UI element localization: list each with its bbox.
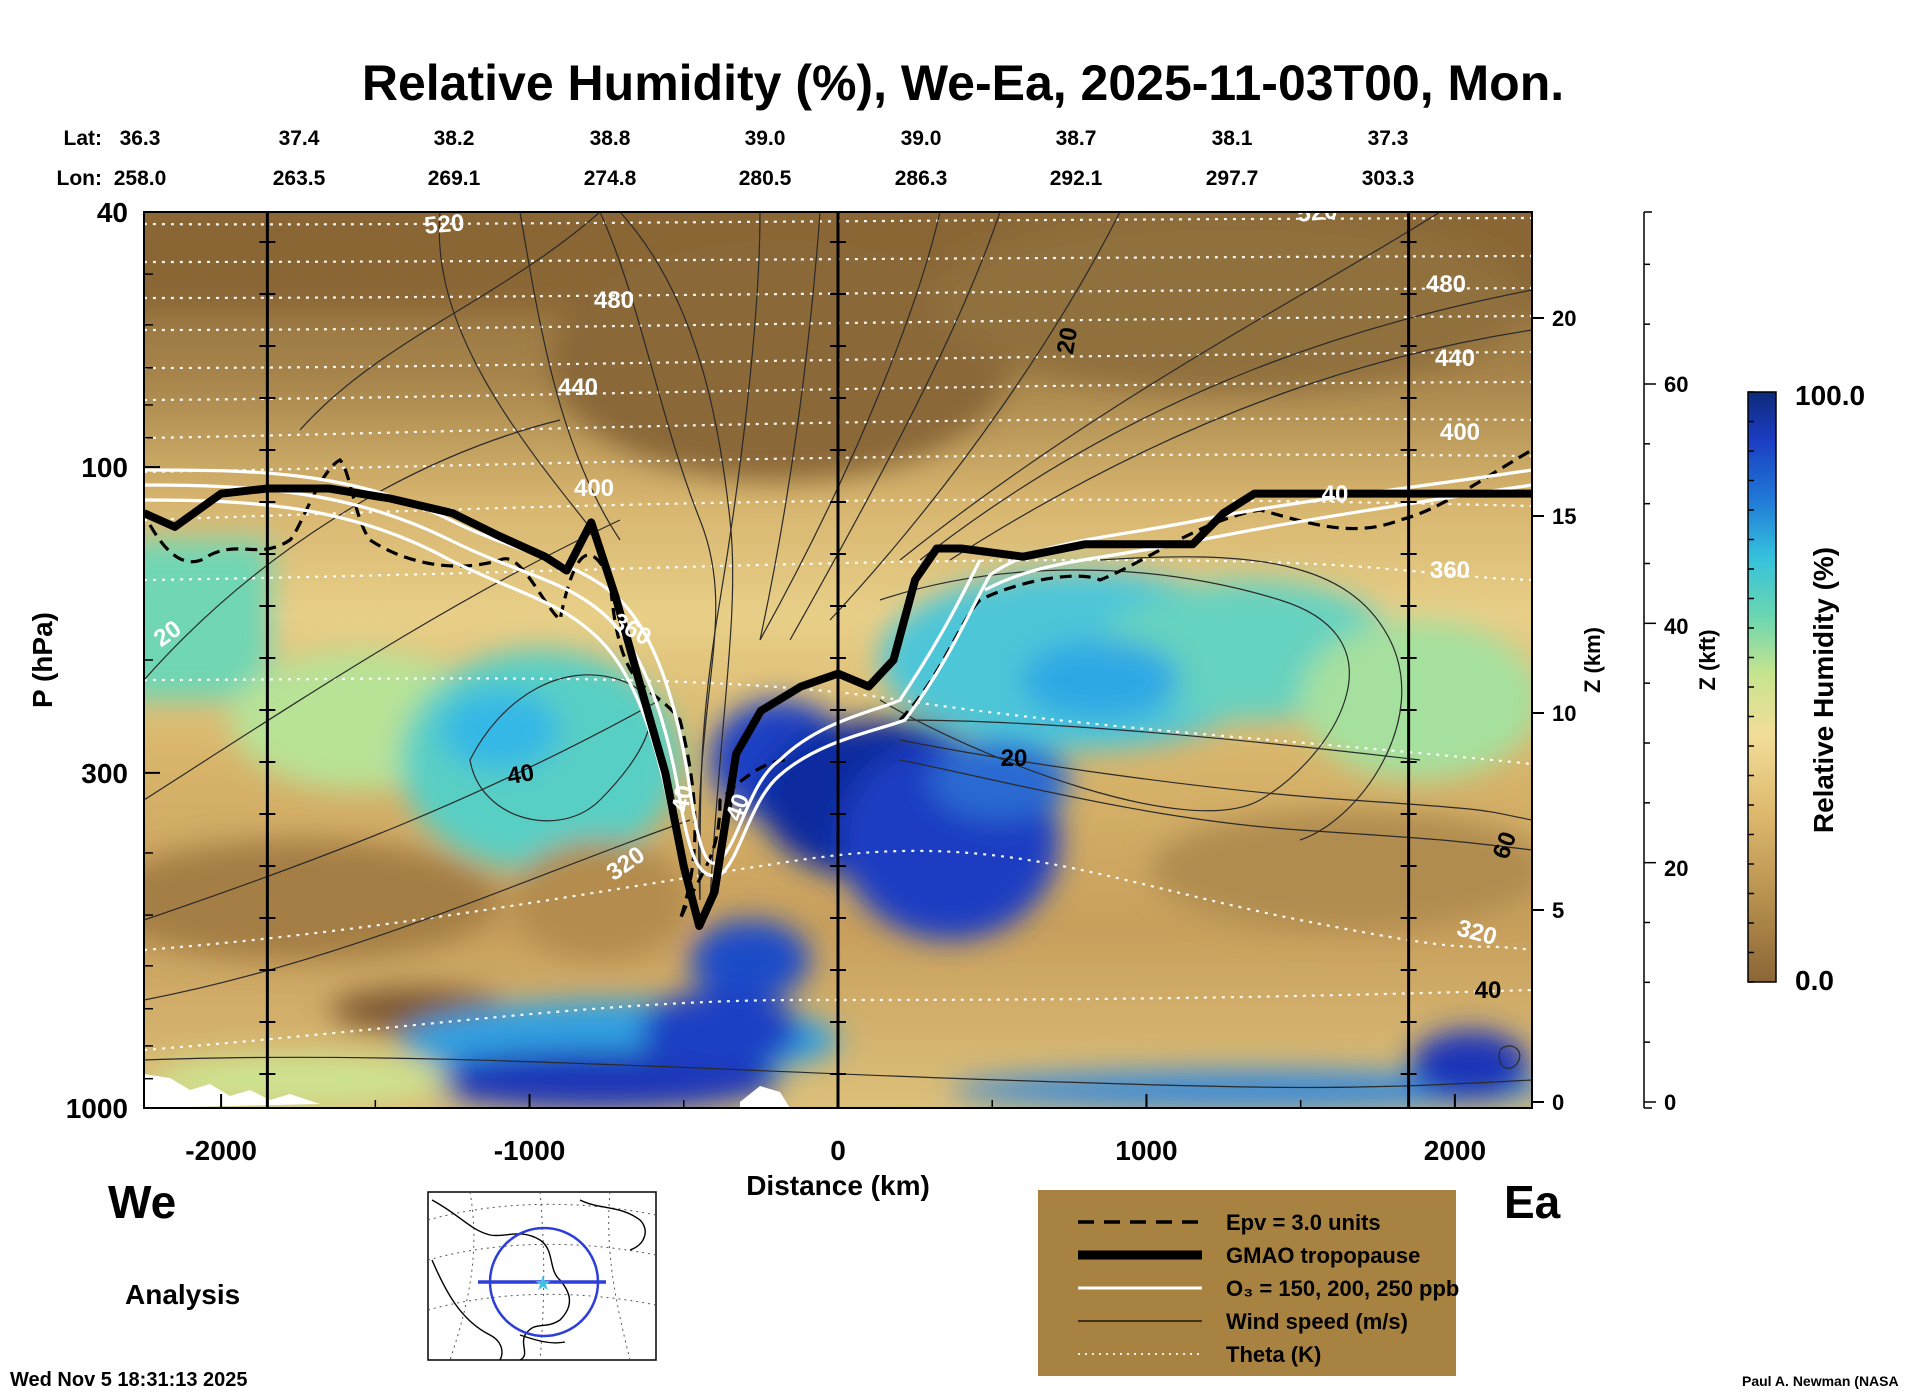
lat-lon-row: 36.3 37.4 38.2 38.8 39.0 39.0 38.7 38.1 37.3 258.… bbox=[114, 127, 1415, 190]
lon-value: 286.3 bbox=[895, 167, 948, 190]
theta-contour-label: 400 bbox=[1440, 419, 1480, 446]
lat-label: Lat: bbox=[64, 127, 103, 150]
z-km-tick-label: 20 bbox=[1552, 306, 1576, 331]
lat-value: 38.1 bbox=[1212, 127, 1253, 150]
y-tick-label: 100 bbox=[81, 452, 128, 483]
theta-contour-label: 520 bbox=[423, 209, 465, 239]
legend-label: Wind speed (m/s) bbox=[1226, 1309, 1408, 1334]
z-km-tick-label: 10 bbox=[1552, 701, 1576, 726]
theta-contour-label: 520 bbox=[1296, 197, 1338, 227]
theta-contour-label: 440 bbox=[558, 374, 598, 401]
legend: Epv = 3.0 units GMAO tropopause O₃ = 150, … bbox=[1038, 1190, 1459, 1376]
lon-value: 269.1 bbox=[428, 167, 481, 190]
lon-value: 297.7 bbox=[1206, 167, 1259, 190]
legend-label: O₃ = 150, 200, 250 ppb bbox=[1226, 1276, 1459, 1301]
z-km-axis: 0 5 10 15 20 bbox=[1531, 212, 1576, 1115]
z-kft-tick-label: 60 bbox=[1664, 372, 1688, 397]
credit: Paul A. Newman (NASA bbox=[1742, 1373, 1899, 1389]
wind-contour-label: 40 bbox=[1322, 481, 1349, 508]
chart-title: Relative Humidity (%), We-Ea, 2025-11-03… bbox=[362, 55, 1564, 111]
lat-value: 38.8 bbox=[590, 127, 631, 150]
y-axis-label: P (hPa) bbox=[27, 612, 58, 708]
x-axis: -2000 -1000 0 1000 2000 bbox=[185, 1094, 1486, 1166]
y-axis: 40 100 300 1000 bbox=[66, 197, 160, 1124]
x-tick-label: 0 bbox=[830, 1135, 846, 1166]
locator-map: ★ bbox=[427, 1191, 657, 1361]
z-km-tick-label: 15 bbox=[1552, 504, 1576, 529]
wind-contour-label: 20 bbox=[1052, 325, 1083, 356]
lon-label: Lon: bbox=[57, 167, 102, 190]
z-kft-label: Z (kft) bbox=[1695, 629, 1720, 690]
lat-value: 37.4 bbox=[279, 127, 320, 150]
star-icon: ★ bbox=[534, 1271, 552, 1295]
colorbar-min: 0.0 bbox=[1795, 965, 1834, 996]
west-label: We bbox=[108, 1176, 176, 1228]
x-tick-label: -1000 bbox=[494, 1135, 566, 1166]
theta-contour-label: 360 bbox=[1430, 557, 1470, 584]
lon-value: 292.1 bbox=[1050, 167, 1103, 190]
wind-contour-label: 20 bbox=[1001, 745, 1028, 772]
z-kft-axis: 0 20 40 60 bbox=[1643, 211, 1688, 1115]
z-km-tick-label: 5 bbox=[1552, 898, 1564, 923]
lat-value: 39.0 bbox=[901, 127, 942, 150]
legend-label: Theta (K) bbox=[1226, 1342, 1321, 1367]
legend-label: GMAO tropopause bbox=[1226, 1243, 1420, 1268]
wind-contour-label: 40 bbox=[667, 783, 698, 814]
colorbar-max: 100.0 bbox=[1795, 380, 1865, 411]
y-tick-label: 300 bbox=[81, 758, 128, 789]
east-label: Ea bbox=[1504, 1176, 1561, 1228]
lat-value: 36.3 bbox=[120, 127, 161, 150]
theta-contour-label: 400 bbox=[574, 475, 614, 502]
humidity-field: 520 5204804804404404004003603603203202020… bbox=[144, 197, 1532, 1108]
z-kft-tick-label: 40 bbox=[1664, 614, 1688, 639]
z-km-label: Z (km) bbox=[1580, 627, 1605, 693]
wind-contour-label: 40 bbox=[1475, 977, 1502, 1004]
lat-value: 38.7 bbox=[1056, 127, 1097, 150]
colorbar-label: Relative Humidity (%) bbox=[1808, 547, 1839, 833]
timestamp: Wed Nov 5 18:31:13 2025 bbox=[10, 1369, 248, 1391]
tropopause-line bbox=[144, 484, 1532, 930]
legend-label: Epv = 3.0 units bbox=[1226, 1210, 1381, 1235]
wind-contour-label: 40 bbox=[505, 759, 536, 790]
lat-value: 37.3 bbox=[1368, 127, 1409, 150]
x-tick-label: 1000 bbox=[1115, 1135, 1177, 1166]
y-tick-label: 40 bbox=[97, 197, 128, 228]
z-kft-tick-label: 0 bbox=[1664, 1090, 1676, 1115]
x-tick-label: 2000 bbox=[1424, 1135, 1486, 1166]
lat-value: 38.2 bbox=[434, 127, 475, 150]
lon-value: 303.3 bbox=[1362, 167, 1415, 190]
x-axis-label: Distance (km) bbox=[746, 1170, 930, 1201]
y-tick-label: 1000 bbox=[66, 1093, 128, 1124]
theta-contour-label: 480 bbox=[594, 287, 634, 314]
z-kft-tick-label: 20 bbox=[1664, 856, 1688, 881]
lat-value: 39.0 bbox=[745, 127, 786, 150]
reference-lines bbox=[259, 212, 1417, 1108]
theta-contour-label: 480 bbox=[1426, 271, 1466, 298]
lon-value: 274.8 bbox=[584, 167, 637, 190]
x-tick-label: -2000 bbox=[185, 1135, 257, 1166]
theta-contour-label: 440 bbox=[1435, 345, 1475, 372]
lon-value: 263.5 bbox=[273, 167, 326, 190]
analysis-label: Analysis bbox=[125, 1279, 240, 1310]
lon-value: 280.5 bbox=[739, 167, 792, 190]
lon-value: 258.0 bbox=[114, 167, 167, 190]
z-km-tick-label: 0 bbox=[1552, 1090, 1564, 1115]
